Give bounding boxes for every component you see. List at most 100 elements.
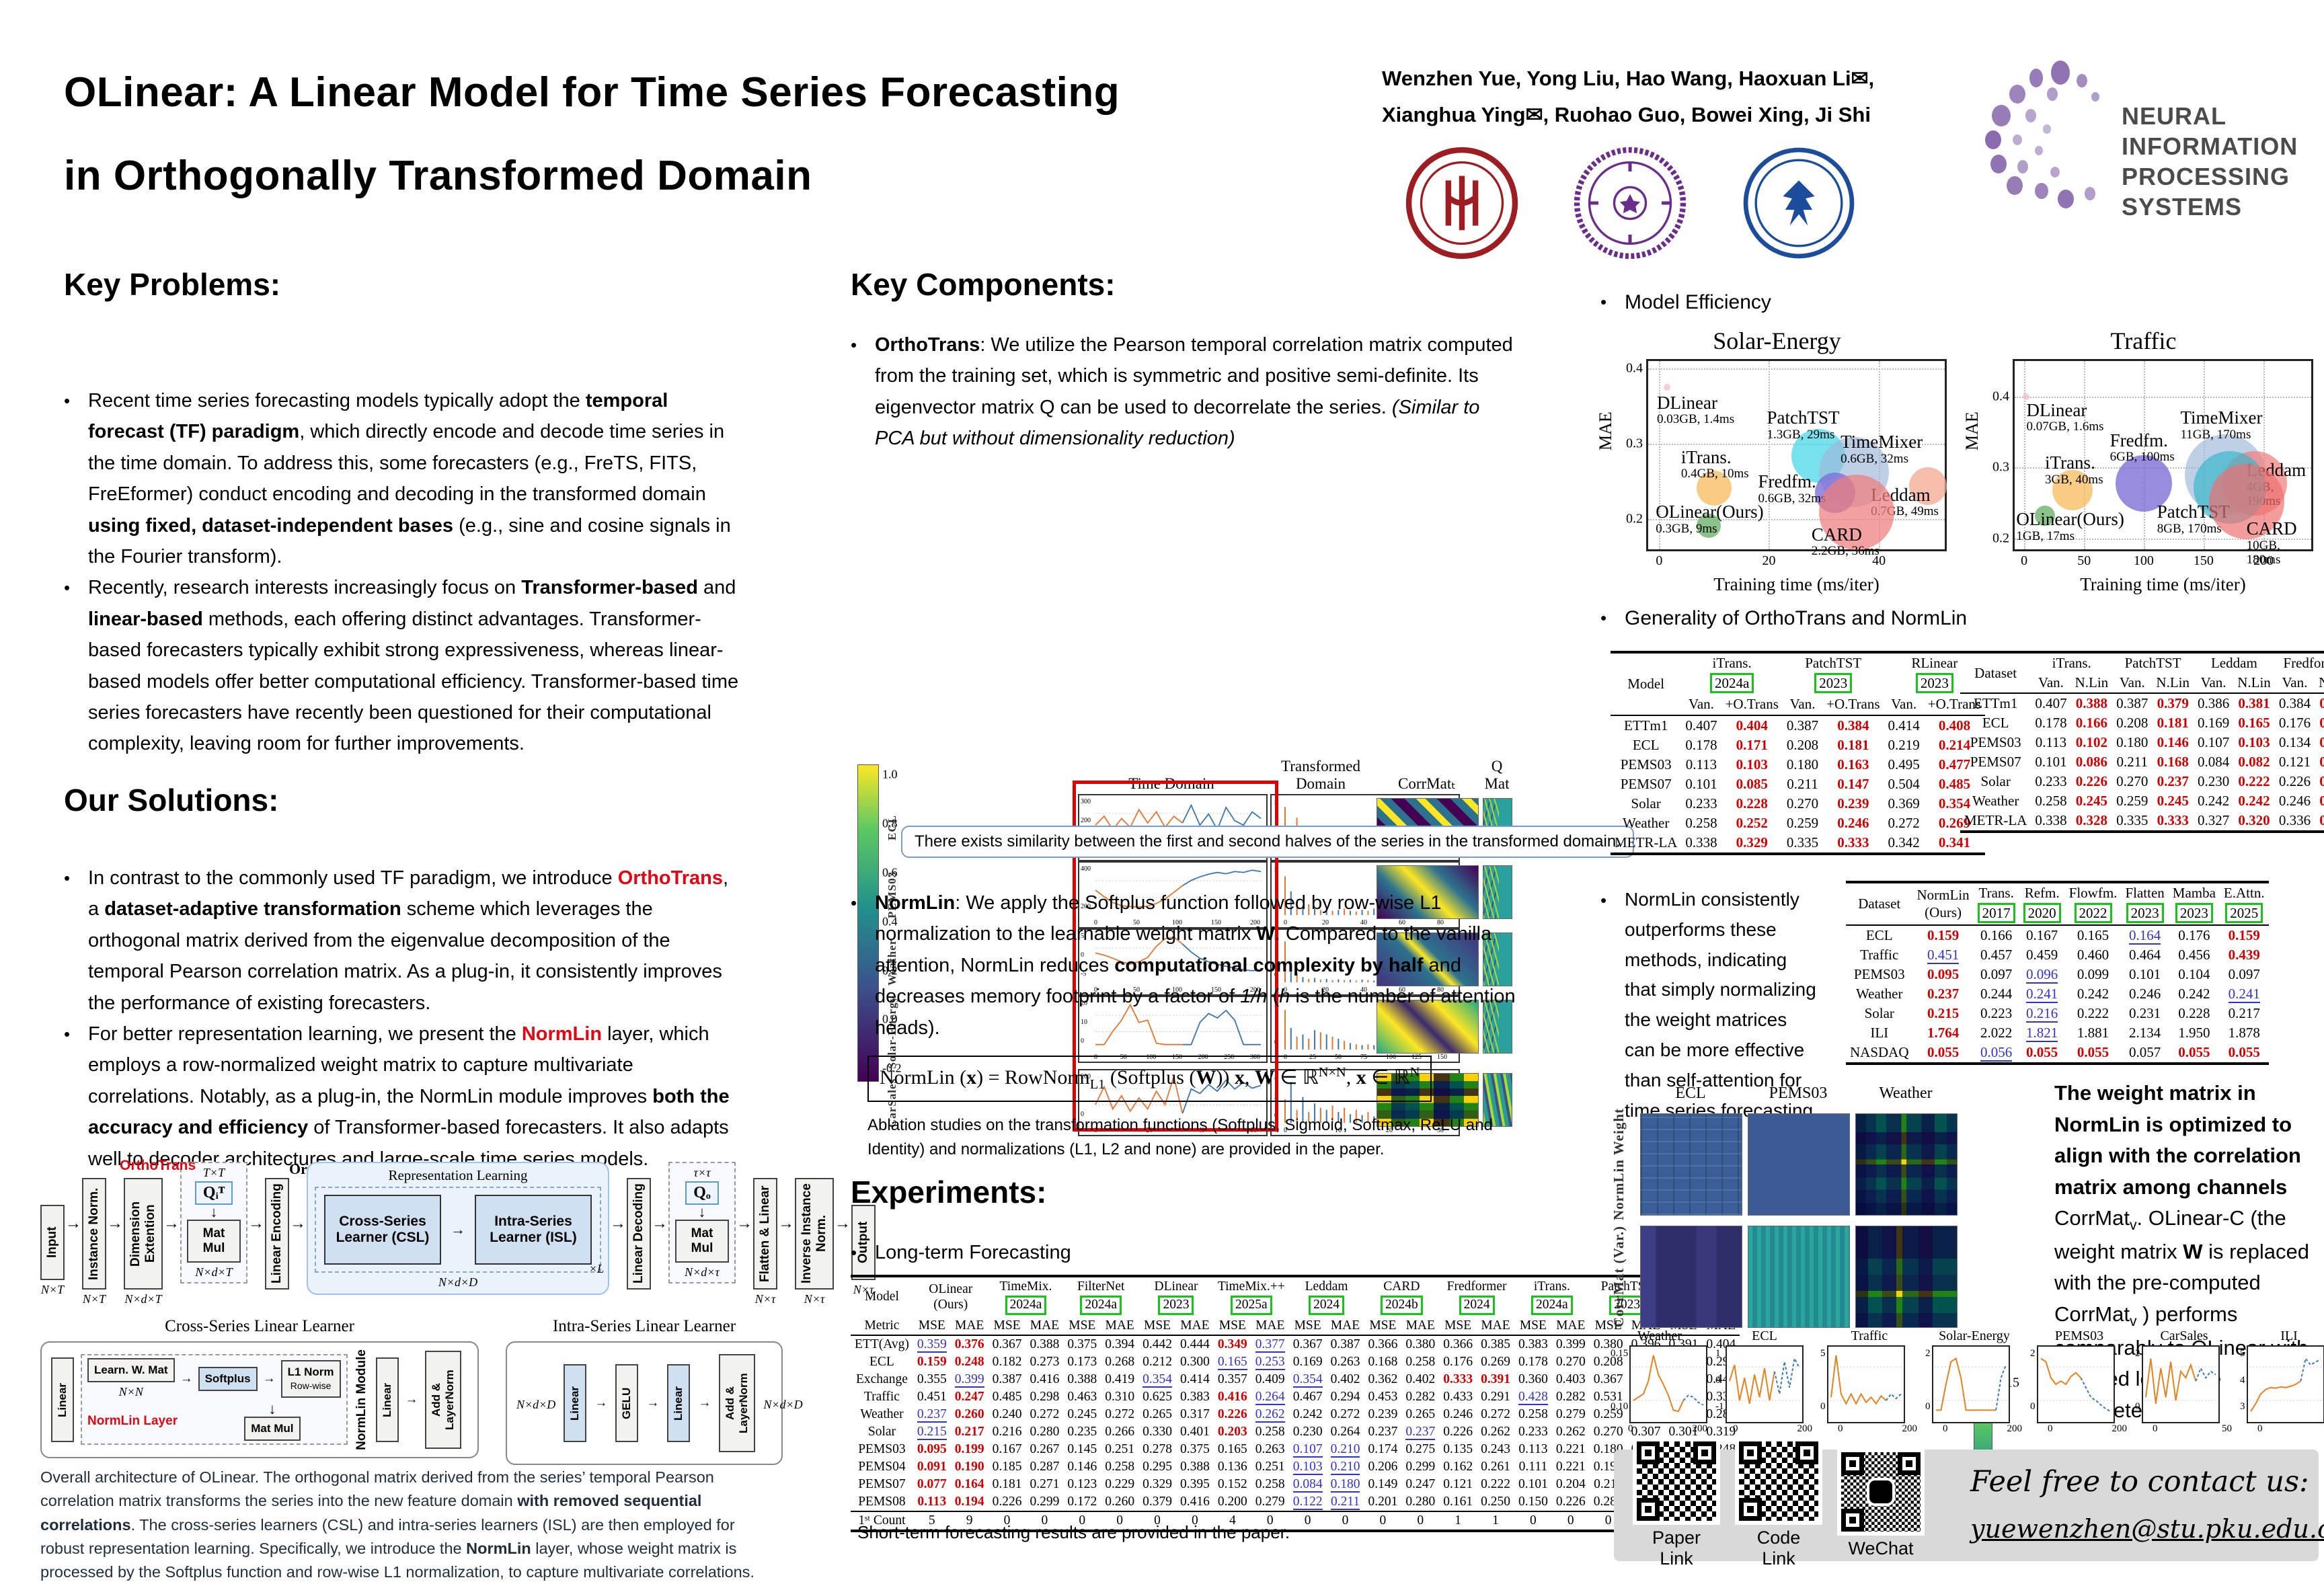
- table-cell: 0.180: [1783, 755, 1822, 775]
- table-header-cell: Leddam: [2194, 652, 2275, 673]
- data-table: DatasetiTrans.PatchTSTLeddamFredformerVa…: [1960, 651, 2324, 833]
- arrow: →: [405, 1392, 418, 1407]
- table-cell: 0.221: [1552, 1458, 1590, 1476]
- table-header-cell: +O.Trans: [1822, 695, 1884, 715]
- table-value: 0.194: [955, 1495, 984, 1509]
- table-value: 0.217: [955, 1425, 984, 1439]
- table-cell: 0.180: [2112, 733, 2152, 752]
- x-tick-label: 0: [2021, 553, 2027, 569]
- paper-link-qr[interactable]: [1637, 1441, 1716, 1521]
- table-header-cell: TimeMix.++2025a: [1214, 1276, 1289, 1316]
- text-run: Transformer-based: [521, 577, 698, 598]
- table-cell: 0.362: [1364, 1371, 1401, 1388]
- bubble-label: OLinear(Ours)1GB, 17ms: [2016, 510, 2124, 544]
- table-cell: 0.233: [1514, 1423, 1552, 1441]
- table-cell: 0.250: [1477, 1493, 1514, 1511]
- table-cell: 0.407: [1681, 715, 1721, 736]
- text-run: N×N: [1319, 1065, 1346, 1080]
- table-header-cell: Refm.2020: [2019, 882, 2065, 925]
- year-badge: 2022: [2075, 903, 2112, 923]
- table-value: 0.168: [2157, 754, 2189, 770]
- table-cell: 0.149: [1364, 1476, 1401, 1493]
- architecture-diagram: OrthoTrans Orthogonally Transformed Doma…: [40, 1162, 767, 1465]
- key-problem-bullet-2: •Recently, research interests increasing…: [64, 572, 740, 759]
- table-cell: 0.113: [1514, 1441, 1552, 1458]
- table-cell: 0.388: [2071, 693, 2113, 713]
- table-value: 0.240: [2319, 793, 2324, 809]
- wechat-qr[interactable]: [1841, 1452, 1921, 1532]
- text-run: x: [1356, 1066, 1366, 1088]
- table-cell: 0.099: [2065, 965, 2122, 984]
- table-value: 0.056: [1980, 1044, 2012, 1062]
- paper-link-block: Paper Link: [1637, 1441, 1716, 1569]
- table-cell: 0.245: [1063, 1406, 1101, 1423]
- text-run: W: [1255, 1066, 1275, 1088]
- heatmap-corrmat-ecl: [1640, 1226, 1742, 1328]
- arrow: →: [610, 1162, 626, 1233]
- table-value: 0.113: [917, 1495, 946, 1509]
- x-axis-label: Training time (ms/iter): [2013, 574, 2313, 595]
- text-run: h: [1279, 986, 1290, 1007]
- table-cell: 0.355: [913, 1371, 951, 1388]
- table-header-cell: iTrans.2024a: [1681, 652, 1783, 695]
- table-cell: 0.270: [1552, 1353, 1590, 1371]
- table-value: 0.190: [955, 1460, 984, 1474]
- contact-email[interactable]: yuewenzhen@stu.pku.edu.cn: [1970, 1514, 2324, 1544]
- table-value: 0.262: [1255, 1407, 1285, 1423]
- table-cell: 0.266: [1101, 1423, 1138, 1441]
- table-cell: 0.258: [1681, 814, 1721, 833]
- row-label: ETT(Avg): [851, 1335, 913, 1353]
- table-cell: 0.210: [1327, 1458, 1364, 1476]
- table-cell: 0.272: [1101, 1406, 1138, 1423]
- table-cell: 0.279: [1552, 1406, 1590, 1423]
- table-cell: 0.270: [1783, 794, 1822, 814]
- table-cell: 0.230: [2194, 772, 2233, 791]
- table-cell: 0.291: [1477, 1388, 1514, 1406]
- table-cell: 0.208: [2112, 713, 2152, 733]
- table-cell: 0.245: [2071, 791, 2113, 811]
- table-header-cell: Metric: [851, 1316, 913, 1335]
- normlin-layer-label: NormLin Layer: [87, 1414, 178, 1429]
- table-value: 0.103: [2238, 734, 2270, 750]
- x-tick-label: 0: [1628, 1423, 1633, 1435]
- table-cell: 0.367: [989, 1335, 1026, 1353]
- table-cell: 0.096: [2315, 752, 2324, 772]
- table-value: 0.108: [2319, 734, 2324, 750]
- table-cell: 0.233: [2031, 772, 2070, 791]
- poster-root: { "header": { "title_line1": "OLinear: A…: [0, 19, 2324, 1568]
- code-link-qr[interactable]: [1739, 1441, 1818, 1521]
- table-cell: 0.381: [2233, 693, 2275, 713]
- year-badge: 2023: [2126, 903, 2164, 923]
- table-cell: 0.260: [951, 1406, 989, 1423]
- table-cell: 0.335: [2112, 811, 2152, 832]
- text-run: linear-based: [88, 608, 203, 630]
- table-cell: 0.625: [1138, 1388, 1176, 1406]
- table-header-cell: MAE: [951, 1316, 989, 1335]
- table-cell: 0.159: [1913, 925, 1974, 945]
- arrow: →: [180, 1372, 193, 1386]
- table-value: 0.103: [1736, 756, 1768, 773]
- x-tick-label: 200: [1693, 1423, 1708, 1435]
- text-run: OrthoTrans: [618, 867, 723, 889]
- table-cell: 0.103: [1721, 755, 1783, 775]
- table-value: 0.226: [2319, 773, 2324, 789]
- table-cell: 0.204: [1552, 1476, 1590, 1493]
- table-cell: 0.329: [2315, 811, 2324, 832]
- table-cell: 0.206: [1364, 1458, 1401, 1476]
- table-cell: 0.414: [1176, 1371, 1214, 1388]
- table-cell: 0.272: [1477, 1406, 1514, 1423]
- bullet-text: Generality of OrthoTrans and NormLin: [1625, 602, 2300, 635]
- table-cell: 0.168: [1364, 1353, 1401, 1371]
- bullet-text: For better representation learning, we p…: [88, 1019, 740, 1175]
- table-value: 0.055: [2077, 1044, 2109, 1060]
